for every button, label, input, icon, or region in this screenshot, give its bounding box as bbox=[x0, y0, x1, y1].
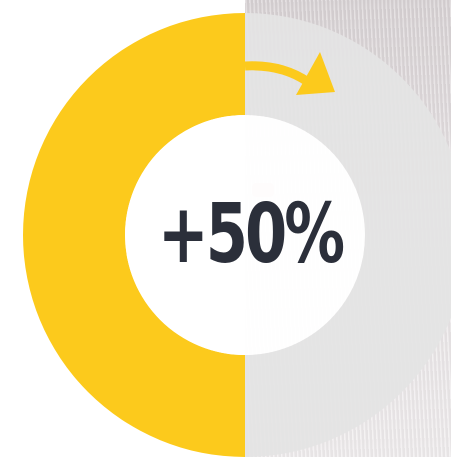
curved-arrow-icon bbox=[244, 52, 335, 95]
donut-slice-2 bbox=[245, 13, 451, 457]
donut-slice-1 bbox=[23, 13, 245, 457]
donut-hole bbox=[125, 115, 365, 355]
center-label: +50% bbox=[157, 187, 345, 282]
